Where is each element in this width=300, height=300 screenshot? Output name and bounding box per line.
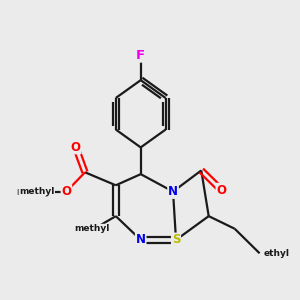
Text: F: F [136, 49, 145, 62]
Text: methyl: methyl [16, 187, 54, 196]
Text: N: N [168, 185, 178, 198]
Text: ethyl: ethyl [263, 249, 289, 258]
Text: methyl: methyl [19, 187, 54, 196]
Text: methyl: methyl [75, 224, 110, 233]
Text: O: O [216, 184, 226, 196]
Text: S: S [172, 233, 180, 246]
Text: O: O [71, 140, 81, 154]
Text: N: N [136, 233, 146, 246]
Text: O: O [61, 185, 71, 198]
